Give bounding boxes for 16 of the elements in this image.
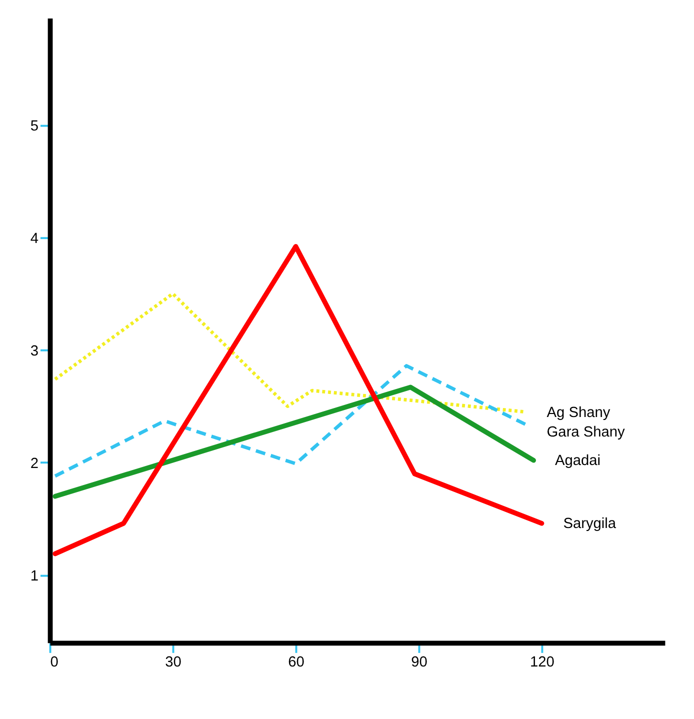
series-label: Agadai: [555, 453, 601, 470]
x-tick-label: 60: [288, 654, 304, 671]
series-label: Gara Shany: [546, 424, 626, 440]
y-tick-label: 2: [30, 456, 39, 472]
x-tick-label: 0: [50, 654, 58, 671]
x-tick-label: 30: [165, 654, 182, 671]
series-label: Ag Shany: [546, 404, 611, 421]
line-series: [53, 364, 528, 478]
y-tick-label: 5: [30, 118, 39, 134]
x-tick-label: 90: [411, 654, 428, 671]
series-label: Sarygila: [563, 516, 617, 532]
x-tick-label: 120: [530, 654, 554, 671]
y-tick-label: 1: [30, 568, 39, 585]
y-tick-label: 3: [30, 343, 39, 360]
y-tick-label: 4: [30, 230, 39, 247]
line-series: [52, 244, 544, 556]
